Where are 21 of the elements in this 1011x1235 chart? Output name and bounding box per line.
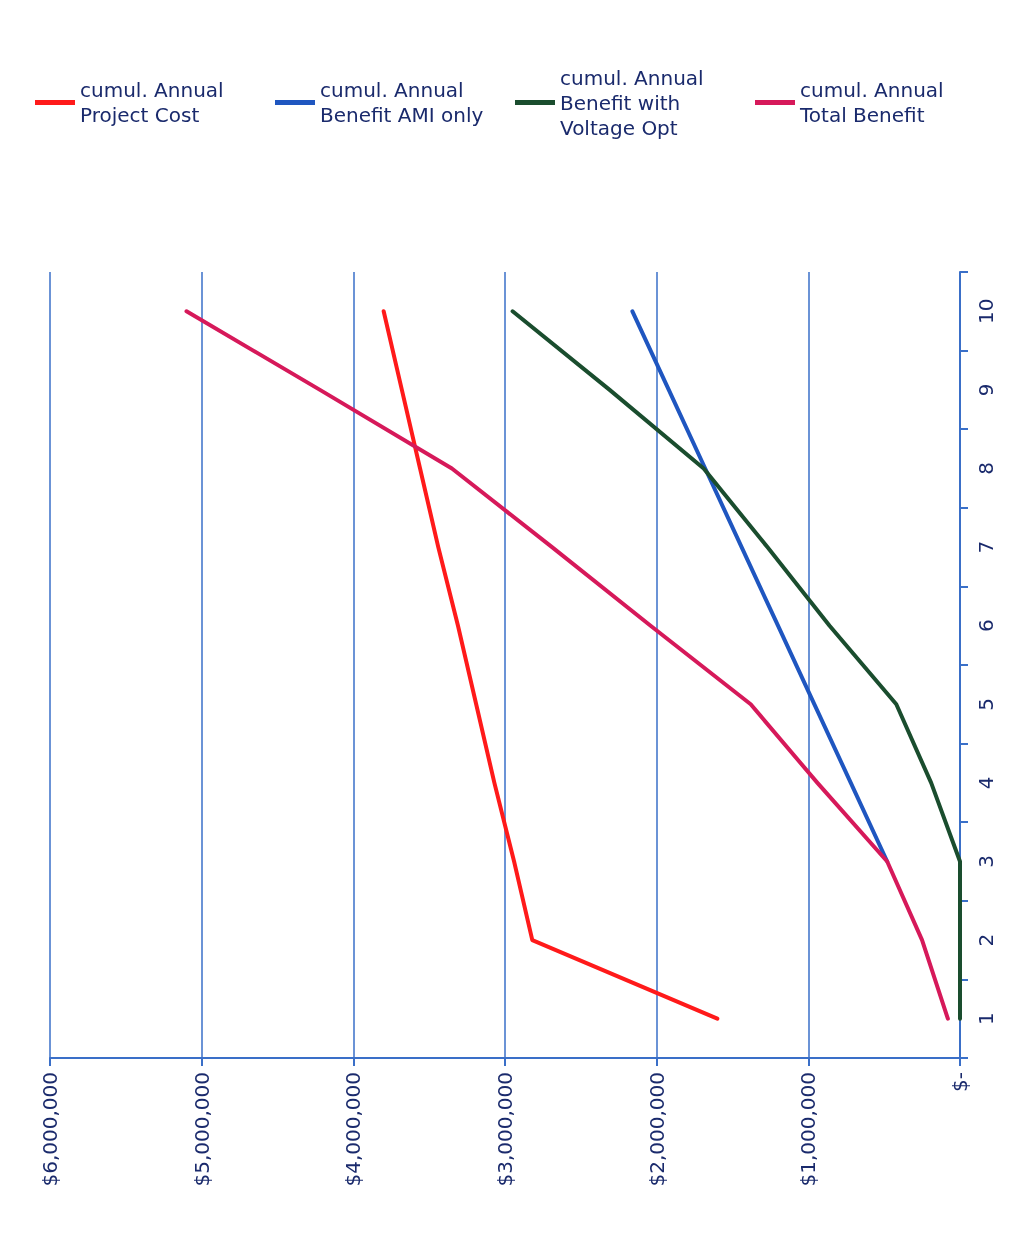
y-tick-label: 1 xyxy=(974,1012,998,1026)
x-tick-label: $3,000,000 xyxy=(493,1072,517,1187)
y-tick-label: 5 xyxy=(974,697,998,711)
x-tick-label: $- xyxy=(948,1072,972,1092)
y-tick-label: 6 xyxy=(974,619,998,633)
legend-label: cumul. Annual Benefit with Voltage Opt xyxy=(560,65,710,140)
legend-label: cumul. Annual Project Cost xyxy=(80,78,230,127)
x-tick-label: $5,000,000 xyxy=(189,1072,214,1187)
y-tick-label: 9 xyxy=(974,383,998,397)
y-tick-label: 3 xyxy=(974,855,998,868)
y-tick-label: 2 xyxy=(974,933,998,947)
y-tick-label: 10 xyxy=(974,298,998,325)
y-tick-label: 4 xyxy=(974,776,998,790)
x-tick-label: $4,000,000 xyxy=(341,1072,366,1187)
x-tick-label: $1,000,000 xyxy=(796,1072,821,1187)
legend-label: cumul. Annual Total Benefit xyxy=(799,78,950,127)
legend-label: cumul. Annual Benefit AMI only xyxy=(320,78,484,127)
x-tick-label: $2,000,000 xyxy=(644,1072,669,1187)
x-tick-label: $6,000,000 xyxy=(38,1072,62,1187)
y-tick-label: 8 xyxy=(974,462,998,475)
y-tick-label: 7 xyxy=(974,540,998,554)
